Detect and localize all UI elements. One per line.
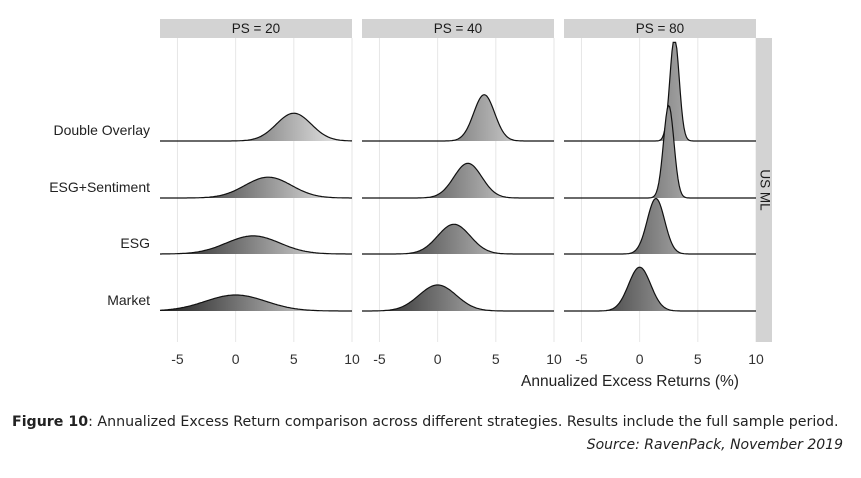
x-axis-title: Annualized Excess Returns (%): [521, 373, 739, 390]
ridge-fill: [564, 267, 756, 311]
facet-row-strip: [756, 38, 772, 342]
panel-title: PS = 20: [232, 21, 280, 36]
ridge-outline: [362, 94, 554, 142]
ridge-layer: [159, 41, 756, 312]
ridge-fill: [362, 163, 554, 198]
ridge-fill: [362, 94, 554, 141]
ridge-fill: [564, 198, 756, 254]
panel-strip: [362, 19, 554, 38]
figure-source: Source: RavenPack, November 2019: [586, 437, 843, 453]
caption-text: : Annualized Excess Return comparison ac…: [88, 414, 839, 430]
caption-label: Figure 10: [12, 414, 89, 430]
y-tick-label: Market: [107, 292, 150, 308]
x-tick-label: 0: [434, 351, 442, 367]
strip-layer: PS = 20 PS = 40 PS = 80 US ML: [160, 19, 772, 342]
panel-title: PS = 40: [434, 21, 482, 36]
x-tick-label: 5: [492, 351, 500, 367]
x-tick-label: 10: [748, 351, 764, 367]
x-tick-label: 0: [636, 351, 644, 367]
ridge-outline: [564, 197, 756, 255]
x-tick-label: 0: [232, 351, 240, 367]
ridge-fill: [362, 285, 554, 311]
ridge-outline: [564, 104, 756, 199]
x-tick-label: 10: [546, 351, 562, 367]
ridge-outline: [160, 112, 352, 142]
ridge-fill: [160, 177, 352, 198]
ridge-outline: [564, 266, 756, 312]
ridge-outline: [159, 294, 352, 312]
label-layer: -5 0 5 10 -5 0 5 10 -5 0 5 10 Double Overlay ESG+Sent…: [49, 122, 764, 390]
x-tick-label: 10: [344, 351, 360, 367]
ridge-fill: [564, 42, 756, 141]
ridge-fill: [160, 113, 352, 141]
x-tick-label: 5: [694, 351, 702, 367]
ridge-fill: [160, 295, 352, 311]
ridge-outline: [362, 162, 554, 199]
figure-caption: Figure 10: Annualized Excess Return comp…: [12, 413, 852, 431]
panel-strip: [564, 19, 756, 38]
y-tick-label: Double Overlay: [54, 122, 151, 138]
ridge-fill: [564, 105, 756, 198]
ridge-outline: [362, 223, 554, 255]
ridge-outline: [160, 176, 352, 199]
ridge-fill: [362, 224, 554, 254]
x-tick-label: -5: [373, 351, 386, 367]
ridge-outline: [160, 235, 352, 255]
facet-row-label: US ML: [757, 169, 772, 211]
y-tick-label: ESG: [120, 235, 150, 251]
ridge-fill: [160, 235, 352, 254]
y-tick-label: ESG+Sentiment: [49, 179, 150, 195]
ridge-outline: [362, 284, 554, 312]
ridge-outline: [564, 41, 756, 142]
x-tick-label: -5: [575, 351, 588, 367]
x-tick-label: 5: [290, 351, 298, 367]
panel-strip: [160, 19, 352, 38]
x-tick-label: -5: [171, 351, 184, 367]
panel-title: PS = 80: [636, 21, 684, 36]
